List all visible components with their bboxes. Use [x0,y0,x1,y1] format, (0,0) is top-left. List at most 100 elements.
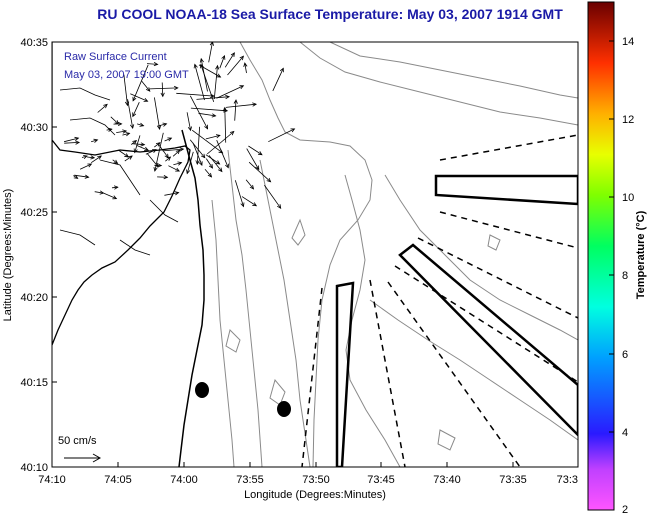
current-vector [136,123,144,127]
map-title: RU COOL NOAA-18 Sea Surface Temperature:… [97,6,563,22]
current-vector [165,156,171,162]
current-vector-head [186,169,191,175]
axis-ticks [51,41,514,468]
current-vector-head [112,195,118,200]
current-vector [154,132,164,172]
current-vector [216,140,229,168]
current-vector-head [103,103,108,109]
current-vector-head [124,153,130,158]
current-vector-head [255,165,260,171]
current-vector [198,112,216,117]
current-vector [234,180,244,207]
current-vector [208,155,223,172]
current-vector-head [84,174,90,179]
current-vector-head [211,113,217,118]
current-vector-head [215,134,221,139]
current-vector [90,139,98,143]
y-tick-label: 40:25 [20,207,48,219]
current-vector [208,42,213,63]
current-vector-head [239,85,245,90]
current-vector [90,155,102,164]
current-vector [219,55,225,69]
current-vector [122,132,130,136]
current-vector-head [73,174,79,179]
current-vector-head [249,184,255,190]
current-vector [241,196,257,207]
current-vector-head [144,146,149,151]
current-vector [264,184,282,209]
colorbar-ticks [609,40,614,433]
current-vector [130,140,137,145]
colorbar-tick-label: 12 [622,114,634,126]
current-vector [164,192,179,196]
current-vector-head [279,67,284,73]
current-vector-head [132,112,137,118]
x-tick-label: 73:3 [557,474,578,486]
current-vector-head [252,202,258,207]
current-vector [189,95,208,129]
current-vector-head [207,172,213,178]
current-vector-head [125,132,131,137]
current-vector-head [225,94,231,100]
current-vector [245,179,254,190]
current-vector [127,99,134,129]
y-tick-label: 40:20 [20,292,48,304]
current-vector-head [160,92,165,98]
current-vector [112,159,118,164]
current-vector [168,165,180,172]
current-vector [146,63,158,65]
current-vector-head [117,121,123,127]
current-vector-head [133,148,138,154]
current-vector [154,142,161,148]
current-vector-head [122,129,128,134]
current-vector [149,87,178,90]
y-tick-label: 40:10 [20,462,48,474]
current-vector-head [230,52,235,57]
x-axis-title: Longitude (Degrees:Minutes) [244,489,386,501]
current-vector-head [218,167,223,173]
current-vector [244,63,247,74]
current-vector [124,155,133,162]
current-vector-head [201,153,206,159]
current-vector [64,137,79,143]
current-vector-head [140,142,146,147]
current-vector [191,129,223,154]
current-vector-head [156,125,162,131]
legend-timestamp: May 03, 2007 19:00 GMT [64,69,189,81]
current-vector-head [166,156,172,161]
current-vector-head [90,155,96,160]
current-vector [205,135,220,140]
x-tick-label: 73:55 [236,474,264,486]
current-vector-head [175,167,181,172]
marsh-creeks [59,87,179,256]
x-tick-label: 73:45 [367,474,395,486]
current-vector-head [167,137,173,142]
current-vector [162,148,184,152]
current-vector-head [240,202,245,208]
current-vector-head [198,161,203,167]
current-vector-head [173,85,179,91]
colorbar-tick-label: 14 [622,36,634,48]
current-vector-head [75,140,81,145]
current-vector-head [162,122,168,127]
current-vector-head [113,185,119,190]
colorbar-tick-label: 4 [622,427,628,439]
buoy-marker [277,401,291,417]
current-vector [141,81,151,92]
current-vector-head [107,127,113,132]
current-vector [189,139,206,158]
current-vector-head [257,151,263,156]
current-vector-head [177,161,183,166]
current-vector [196,126,200,165]
current-vector [103,192,117,199]
current-vector [227,55,244,76]
current-vector [272,68,284,92]
current-vector [118,149,129,158]
current-vector [132,64,149,101]
current-vector-head [179,147,185,152]
y-tick-labels: 40:35 40:30 40:25 40:20 40:15 40:10 [20,37,48,474]
current-vector-head [97,155,102,160]
colorbar-tick-labels: 14 12 10 8 6 4 2 [622,36,634,515]
current-vector [64,142,80,144]
